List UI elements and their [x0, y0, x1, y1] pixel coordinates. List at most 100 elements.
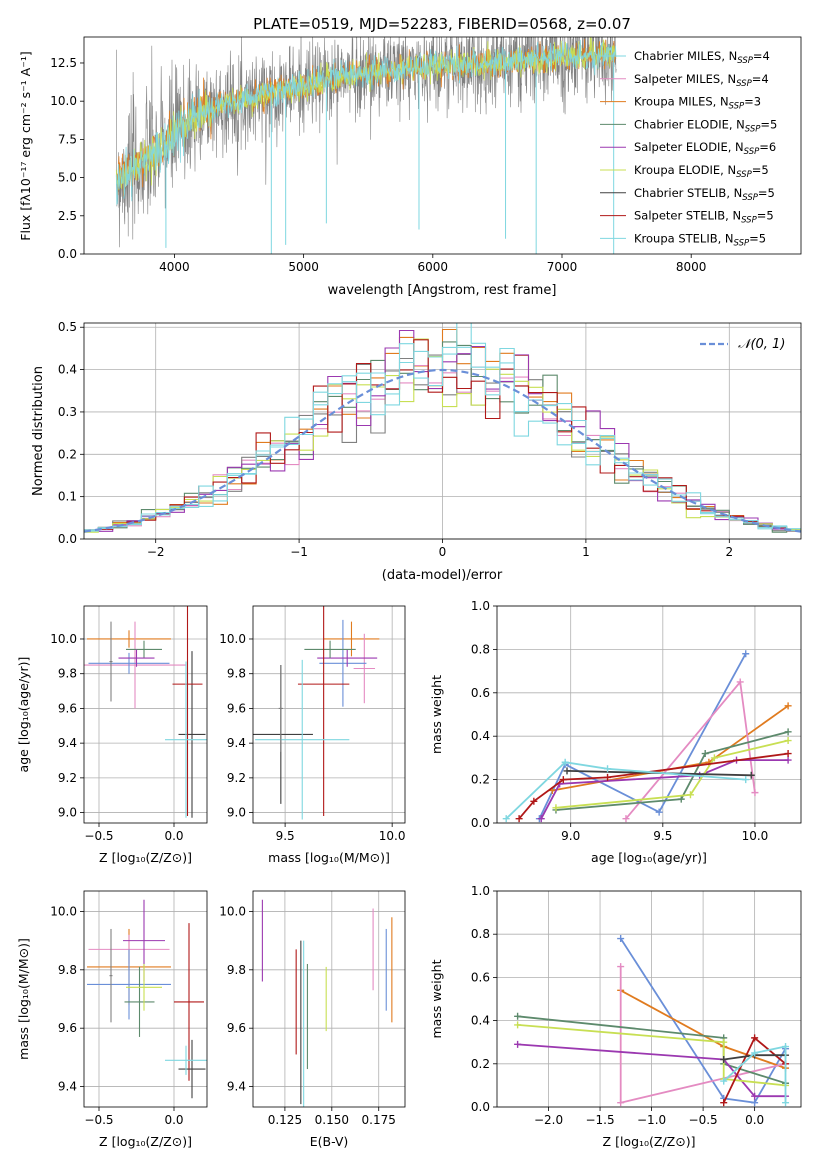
weight-series-marker: [515, 815, 523, 823]
p4-ytick-label: 9.2: [227, 771, 246, 785]
legend-entry-label: Kroupa STELIB, NSSP=5: [634, 231, 766, 248]
weight-series: [720, 1043, 790, 1107]
spectrum-xtick-label: 6000: [418, 260, 449, 274]
p3-xlabel: Z [log₁₀(Z/Z⊙)]: [99, 850, 192, 865]
weight-series-marker: [604, 773, 612, 781]
histogram-xtick-label: −2: [147, 545, 165, 559]
weight-series-marker: [563, 767, 571, 775]
histogram-ylabel: Normed distribution: [31, 366, 46, 496]
errorbar-point: [172, 606, 203, 817]
legend-entry-label: Kroupa ELODIE, NSSP=5: [634, 163, 769, 180]
p5-xtick-label: 10.0: [742, 829, 769, 843]
histogram-series-step: [84, 323, 801, 532]
legend-entry-text: Chabrier MILES, N: [634, 49, 737, 63]
legend-entry-suffix: =5: [749, 231, 766, 245]
weight-series-marker: [784, 756, 792, 764]
errorbar-point: [165, 661, 207, 818]
histogram-ytick-label: 0.4: [58, 363, 77, 377]
legend-entry-subscript: SSP: [737, 56, 753, 66]
p8-ytick-label: 0.8: [471, 927, 490, 941]
weight-series-marker: [622, 815, 630, 823]
weight-series: [502, 758, 750, 823]
p8-ytick-label: 1.0: [471, 884, 490, 898]
legend-entry-label: Salpeter ELODIE, NSSP=6: [634, 140, 776, 157]
p4-ytick-label: 9.6: [227, 701, 246, 715]
massweight-vs-metallicity-panel: −2.0 −1.5 −1.0 −0.5 0.0 0.0 0.2 0.4 0.6 0.8 1.0 Z […: [429, 884, 802, 1149]
spectrum-frame: [83, 36, 802, 255]
errorbar-point: [317, 649, 378, 667]
legend-entry-label: Salpeter MILES, NSSP=4: [634, 72, 769, 89]
p4-ytick-label: 9.4: [227, 736, 246, 750]
p8-xtick-label: −1.0: [637, 1113, 666, 1127]
normal-curve: [84, 368, 801, 533]
errorbar-point: [297, 606, 350, 817]
weight-series-marker: [751, 789, 759, 797]
p7-grid: [253, 891, 405, 1107]
legend-entry-text: Chabrier ELODIE, N: [634, 117, 745, 131]
weight-series-marker: [537, 815, 545, 823]
histogram-ytick-label: 0.2: [58, 447, 77, 461]
p6-ytick-label: 9.4: [58, 1080, 77, 1094]
histogram-frame: [83, 322, 802, 540]
p4-marks: [253, 606, 380, 820]
legend-entry-suffix: =5: [760, 117, 777, 131]
errorbar-point: [174, 923, 204, 1081]
legend-entry-label: Chabrier MILES, NSSP=4: [634, 49, 770, 66]
spectrum-xlabel: wavelength [Angstrom, rest frame]: [328, 283, 557, 298]
p5-ylabel: mass weight: [429, 675, 444, 754]
p5-frame: [496, 605, 802, 824]
p8-ytick-label: 0.6: [471, 970, 490, 984]
errorbar-point: [323, 621, 380, 657]
legend-entry-suffix: =5: [752, 163, 769, 177]
weight-series-line: [723, 1045, 787, 1103]
legend-entry-text: Salpeter ELODIE, N: [634, 140, 744, 154]
weight-series-marker: [514, 1021, 522, 1029]
p3-ytick-label: 9.8: [58, 667, 77, 681]
p6-frame: [83, 890, 208, 1108]
errorbar-point: [255, 659, 350, 820]
weight-series-marker: [617, 1099, 625, 1107]
p8-frame: [496, 890, 802, 1108]
legend-entry-suffix: =6: [759, 140, 776, 154]
weight-series-marker: [514, 1012, 522, 1020]
mass-vs-extinction-panel: 0.125 0.150 0.175 9.4 9.6 9.8 10.0 E(B-V): [219, 890, 406, 1149]
histogram-ticks: −2 −1 0 1 2 0.0 0.1 0.2 0.3 0.4 0.5: [58, 320, 733, 559]
legend-entry-suffix: =4: [752, 72, 769, 86]
weight-series-marker: [720, 1099, 728, 1107]
legend-entry-subscript: SSP: [734, 238, 750, 248]
p5-ticks: 9.0 9.5 10.0 0.0 0.2 0.4 0.6 0.8 1.0: [471, 599, 768, 843]
errorbar-point: [126, 640, 162, 659]
legend-entry-suffix: =4: [753, 49, 770, 63]
p5-ytick-label: 0.4: [471, 729, 490, 743]
p7-xtick-label: 0.175: [362, 1113, 396, 1127]
spectrum-ytick-label: 12.5: [50, 56, 77, 70]
histogram-legend: 𝒩(0, 1): [700, 337, 785, 352]
p3-xtick-label: 0.0: [164, 829, 183, 843]
weight-series-marker: [751, 1049, 759, 1057]
legend-entry-label: Kroupa MILES, NSSP=3: [634, 95, 761, 112]
spectrum-ylabel: Flux [fλ10⁻¹⁷ erg cm⁻² s⁻¹ A⁻¹]: [18, 51, 33, 240]
legend-entry-suffix: =5: [757, 209, 774, 223]
errorbar-point: [109, 621, 113, 702]
errorbar-point: [278, 665, 283, 752]
legend-entry-text: Kroupa STELIB, N: [634, 231, 734, 245]
weight-series-marker: [710, 754, 718, 762]
errorbar-point: [304, 640, 356, 659]
errorbar-point: [109, 928, 113, 1023]
histogram-xtick-label: 2: [725, 545, 733, 559]
mass-vs-metallicity-panel: −0.5 0.0 9.4 9.6 9.8 10.0 Z [log₁₀(Z/Z⊙)] mass …: [16, 890, 208, 1149]
p8-ticks: −2.0 −1.5 −1.0 −0.5 0.0 0.0 0.2 0.4 0.6 0.8 1.0: [471, 884, 764, 1127]
age-vs-metallicity-panel: −0.5 0.0 9.0 9.2 9.4 9.6 9.8 10.0 Z [log₁₀(Z/Z⊙)…: [16, 605, 208, 865]
weight-series-marker: [514, 1040, 522, 1048]
weight-series-marker: [502, 815, 510, 823]
spectrum-title: PLATE=0519, MJD=52283, FIBERID=0568, z=0…: [253, 15, 631, 33]
p8-xtick-label: −0.5: [689, 1113, 718, 1127]
weight-series-marker: [782, 1043, 790, 1051]
p5-xlabel: age [log₁₀(age/yr)]: [591, 850, 707, 865]
p3-ytick-label: 10.0: [50, 632, 77, 646]
weight-series-marker: [655, 808, 663, 816]
p5-marks: [502, 650, 792, 823]
residual-histogram-panel: −2 −1 0 1 2 0.0 0.1 0.2 0.3 0.4 0.5 (data-model)/e…: [31, 320, 802, 583]
